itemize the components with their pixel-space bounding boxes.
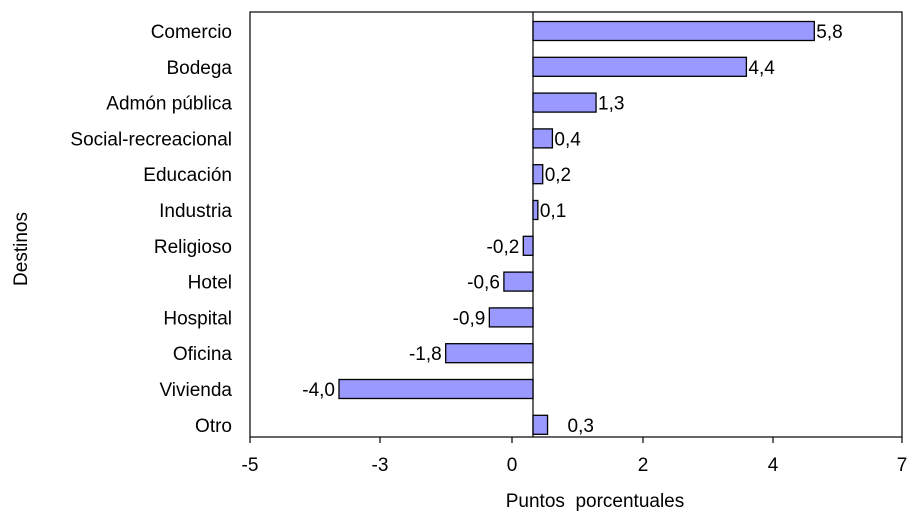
category-label: Admón pública: [106, 94, 232, 115]
x-axis-ticks: -5 -3 0 2 4 7: [242, 437, 907, 476]
data-label: -0,6: [467, 273, 500, 294]
bars: [338, 20, 815, 435]
x-tick-label: 2: [638, 455, 649, 476]
bar: [532, 199, 539, 221]
bar: [445, 343, 534, 364]
x-tick-label: -3: [372, 455, 389, 476]
bar: [532, 56, 748, 77]
data-label: -1,8: [409, 344, 442, 365]
category-label: Vivienda: [159, 380, 232, 401]
bar: [488, 307, 534, 328]
bar: [532, 414, 549, 435]
bar: [338, 378, 534, 400]
category-label: Oficina: [173, 344, 233, 365]
x-tick-label: -5: [242, 455, 259, 476]
category-label: Social-recreacional: [70, 129, 232, 150]
data-label: 4,4: [748, 58, 775, 79]
data-label: -0,9: [453, 308, 486, 329]
bar: [532, 20, 815, 42]
bar: [532, 128, 554, 149]
category-label: Religioso: [154, 237, 232, 258]
y-axis-title: Destinos: [11, 212, 32, 286]
category-label: Comercio: [151, 22, 232, 43]
data-label: 5,8: [816, 22, 842, 43]
x-tick-label: 4: [768, 455, 779, 476]
category-label: Hotel: [188, 273, 232, 294]
data-label: 0,1: [540, 201, 566, 222]
x-axis-title: Puntos porcentuales: [506, 491, 685, 512]
data-labels: 5,8 4,4 1,3 0,4 0,2 0,1 -0,2 -0,6 -0,9 -1,8 -4,0 0,…: [302, 22, 842, 437]
category-label: Industria: [159, 201, 232, 222]
category-label: Otro: [195, 416, 232, 437]
category-labels: Comercio Bodega Admón pública Social-recrea…: [70, 22, 232, 437]
data-label: 1,3: [598, 94, 624, 115]
plot-area-frame: [249, 11, 903, 438]
x-tick-label: 7: [897, 455, 907, 476]
bar: [532, 164, 544, 185]
bar: [532, 92, 597, 113]
category-label: Educación: [143, 165, 232, 186]
data-label: 0,4: [554, 129, 581, 150]
data-label: 0,3: [568, 416, 594, 437]
data-label: -4,0: [302, 380, 335, 401]
category-label: Hospital: [163, 308, 232, 329]
x-tick-label: 0: [507, 455, 518, 476]
category-label: Bodega: [166, 58, 232, 79]
data-label: 0,2: [545, 165, 571, 186]
bar: [503, 271, 534, 292]
bar: [522, 235, 534, 256]
data-label: -0,2: [487, 237, 520, 258]
